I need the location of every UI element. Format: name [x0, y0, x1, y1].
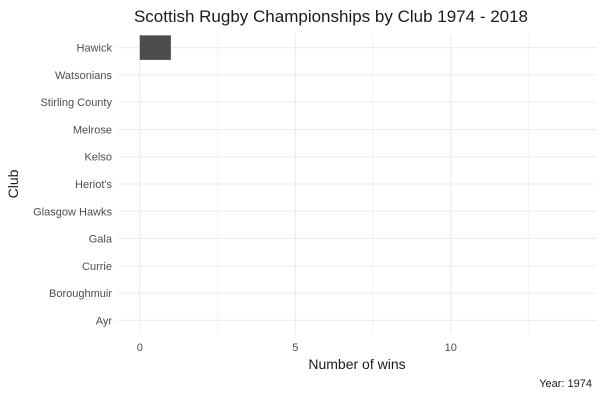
y-tick-label: Watsonians: [55, 70, 113, 82]
chart-title: Scottish Rugby Championships by Club 197…: [134, 7, 528, 26]
y-tick-label: Stirling County: [40, 97, 112, 109]
y-tick-label: Heriot's: [75, 179, 112, 191]
y-tick-label: Melrose: [73, 124, 112, 136]
year-caption: Year: 1974: [539, 378, 592, 390]
bar-hawick: [139, 35, 171, 60]
y-tick-label: Gala: [89, 234, 113, 246]
y-tick-label: Kelso: [84, 152, 112, 164]
x-tick-label: 0: [137, 342, 143, 354]
x-tick-label: 5: [292, 342, 298, 354]
y-tick-label: Ayr: [96, 315, 113, 327]
y-tick-labels: Hawick Watsonians Stirling County Melrose Ke…: [33, 43, 113, 328]
y-tick-label: Hawick: [77, 43, 113, 55]
y-axis-title: Club: [5, 169, 21, 198]
x-tick-label: 10: [445, 342, 457, 354]
x-axis-title: Number of wins: [308, 356, 405, 372]
grid-layer: [118, 34, 597, 334]
y-tick-label: Boroughmuir: [49, 288, 112, 300]
bars-layer: [139, 35, 171, 60]
y-tick-label: Currie: [82, 261, 112, 273]
y-tick-label: Glasgow Hawks: [33, 206, 112, 218]
x-tick-labels: 0 5 10: [137, 342, 457, 354]
